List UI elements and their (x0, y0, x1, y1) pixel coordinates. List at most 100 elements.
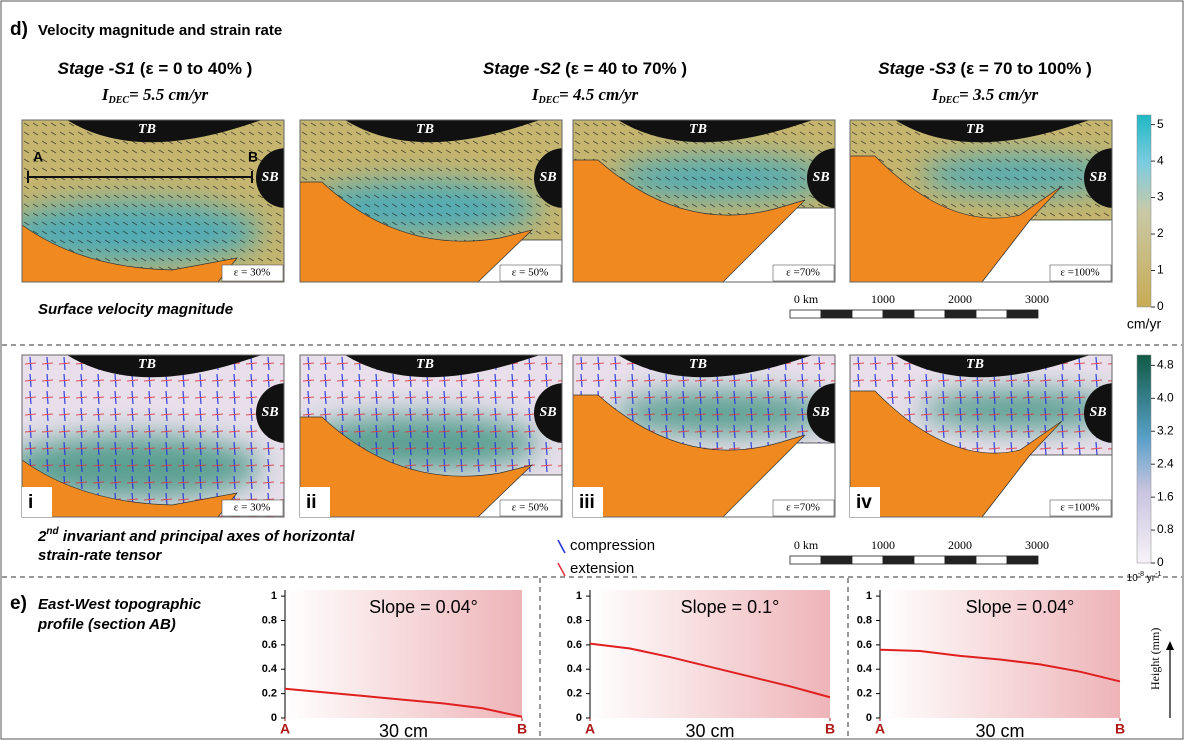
scale-label: 0 km (794, 292, 819, 306)
map-body (573, 355, 867, 517)
block-label: SB (261, 170, 278, 185)
y-tick-label: 0.6 (567, 639, 582, 651)
annotation: Slope = 0.1° (681, 597, 780, 617)
scale-segment (914, 310, 945, 318)
x-tick-label: B (825, 721, 835, 737)
map-panel: TBSBε =100% (850, 120, 1144, 282)
section-label: B (248, 149, 258, 165)
scale-label: 2000 (948, 538, 972, 552)
map-panel: TB SB ε = 30% i (2, 355, 316, 517)
block-label: TB (138, 357, 156, 372)
stage-rate: IDEC= 4.5 cm/yr (531, 85, 639, 106)
colorbar-label: 0.8 (1157, 522, 1174, 536)
colorbar-label: 3.2 (1157, 423, 1174, 437)
colorbar (1137, 115, 1151, 307)
figure: d) Velocity magnitude and strain rate Su… (0, 0, 1184, 740)
y-tick-label: 0 (271, 712, 277, 724)
y-tick-label: 0.6 (857, 639, 872, 651)
scale-segment (1007, 556, 1038, 564)
colorbar-label: 1.6 (1157, 489, 1174, 503)
colorbar-label: 4.8 (1157, 358, 1174, 372)
y-tick-label: 0.2 (567, 688, 582, 700)
rate-value: = 5.5 cm/yr (129, 85, 208, 104)
y-tick-label: 0.2 (857, 688, 872, 700)
stage-range: (ε = 70 to 100% ) (956, 59, 1092, 78)
rate-subscript: DEC (537, 95, 559, 106)
colorbar-label: 5 (1157, 117, 1164, 131)
colorbar (1137, 355, 1151, 563)
map-body (300, 355, 594, 517)
x-tick-label: B (517, 721, 527, 737)
y-tick-label: 0.2 (262, 688, 277, 700)
rate-subscript: DEC (107, 95, 129, 106)
map-body (850, 355, 1144, 517)
legend-swatch (558, 540, 565, 553)
x-tick-label: A (585, 721, 595, 737)
map-panel: TB SB ε =70% iii (573, 355, 867, 517)
caption: strain-rate tensor (38, 547, 163, 564)
scale-segment (852, 556, 883, 564)
scale-segment (976, 556, 1007, 564)
y-tick-label: 0 (576, 712, 582, 724)
colorbar-label: 1 (1157, 263, 1164, 277)
unit-part: -1 (1155, 571, 1161, 578)
x-tick-label: A (280, 721, 290, 737)
panel-roman: iii (579, 492, 595, 513)
colorbar-label: 2 (1157, 226, 1164, 240)
colorbar-label: 4.0 (1157, 391, 1174, 405)
scale-segment (790, 310, 821, 318)
strain-label: ε =70% (786, 267, 820, 279)
stage-rate: IDEC= 3.5 cm/yr (931, 85, 1039, 106)
colorbar-label: 4 (1157, 153, 1164, 167)
colorbar-label: 3 (1157, 190, 1164, 204)
x-axis-label: 30 cm (379, 721, 428, 740)
block-label: SB (261, 405, 278, 420)
panel-roman: ii (306, 492, 317, 513)
axis-label: Height (mm) (1148, 628, 1162, 690)
panel-roman: i (28, 492, 33, 513)
block-label: SB (812, 405, 829, 420)
scale-label: 3000 (1025, 538, 1049, 552)
strain-label: ε =70% (786, 502, 820, 514)
stage-title: Stage -S1 (ε = 0 to 40% ) (58, 59, 253, 78)
y-tick-label: 0.4 (857, 663, 873, 675)
strain-label: ε =100% (1060, 502, 1099, 514)
block-label: SB (539, 405, 556, 420)
stage-name: Stage -S1 (58, 59, 135, 78)
scale-segment (790, 556, 821, 564)
strain-label: ε = 30% (234, 502, 271, 514)
scale-label: 1000 (871, 292, 895, 306)
block-label: TB (689, 357, 707, 372)
panel-roman: iv (856, 492, 872, 513)
unit-part: 10 (1127, 573, 1139, 584)
stage-rate: IDEC= 5.5 cm/yr (101, 85, 209, 106)
block-label: TB (138, 122, 156, 137)
stage-range: (ε = 0 to 40% ) (135, 59, 252, 78)
y-tick-label: 1 (576, 590, 582, 602)
block-label: SB (539, 170, 556, 185)
block-label: SB (812, 170, 829, 185)
x-tick-label: B (1115, 721, 1125, 737)
rate-subscript: DEC (937, 95, 959, 106)
scale-segment (883, 556, 914, 564)
stage-range: (ε = 40 to 70% ) (560, 59, 687, 78)
strain-label: ε = 50% (512, 267, 549, 279)
rate-value: = 3.5 cm/yr (959, 85, 1038, 104)
y-tick-label: 0.4 (567, 663, 583, 675)
colorbar-unit: 10-8 yr-1 (1127, 571, 1162, 584)
scale-segment (852, 310, 883, 318)
stage-name: Stage -S2 (483, 59, 561, 78)
stage-title: Stage -S3 (ε = 70 to 100% ) (878, 59, 1092, 78)
x-axis-label: 30 cm (685, 721, 734, 740)
colorbar-unit: cm/yr (1127, 316, 1162, 332)
colorbar-label: 0 (1157, 555, 1164, 569)
rate-value: = 4.5 cm/yr (559, 85, 638, 104)
scale-segment (976, 310, 1007, 318)
scale-segment (821, 556, 852, 564)
caption-part: invariant and principal axes of horizont… (59, 528, 356, 545)
map-panel: TBSBε = 50%ii (300, 355, 594, 517)
map-body (300, 120, 594, 282)
